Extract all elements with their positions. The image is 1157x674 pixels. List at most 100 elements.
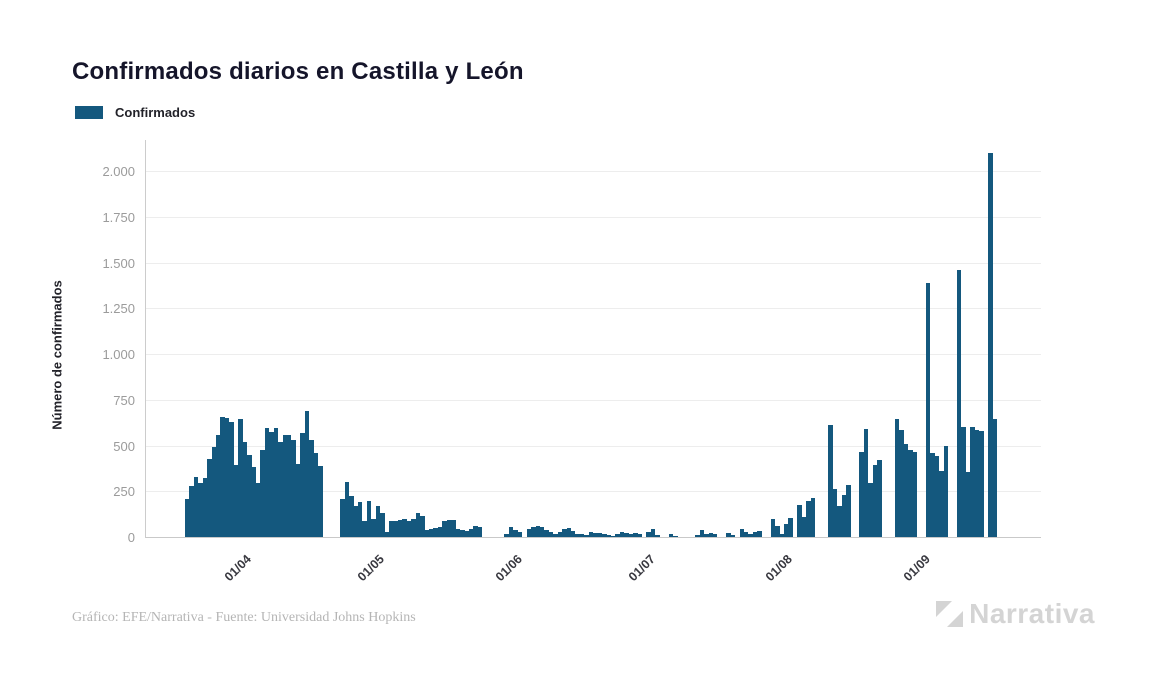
bar — [651, 529, 655, 537]
y-tick-label: 0 — [127, 530, 135, 545]
bar — [380, 513, 385, 537]
bar — [212, 447, 216, 537]
gridline — [146, 354, 1041, 355]
bar — [203, 478, 207, 537]
bar — [935, 456, 939, 537]
bar — [385, 532, 389, 537]
bar — [957, 270, 961, 537]
bar — [740, 529, 744, 537]
bar — [731, 535, 735, 537]
gridline — [146, 262, 1041, 264]
bar — [784, 524, 788, 537]
bar — [584, 535, 589, 537]
bar — [993, 419, 997, 537]
bar — [607, 535, 611, 537]
bar — [615, 534, 620, 537]
bar — [868, 483, 873, 537]
bar — [788, 518, 793, 537]
x-tick-label: 01/08 — [763, 552, 796, 585]
bar — [394, 521, 398, 537]
source-credit: Gráfico: EFE/Narrativa - Fuente: Univers… — [72, 610, 416, 625]
gridline — [146, 308, 1041, 310]
bar — [518, 532, 522, 537]
bar — [744, 532, 748, 537]
bar — [567, 528, 571, 537]
bar — [442, 521, 447, 537]
bar — [575, 534, 580, 537]
gridline — [146, 171, 1041, 172]
bar — [988, 153, 993, 537]
bar — [225, 418, 229, 537]
bar — [269, 432, 274, 537]
bar — [842, 495, 846, 537]
bar — [726, 533, 731, 537]
bar — [473, 526, 478, 537]
bar — [416, 513, 420, 537]
page-title: Confirmados diarios en Castilla y León — [72, 58, 524, 86]
bar — [234, 465, 238, 537]
y-tick-label: 750 — [113, 392, 135, 408]
bar — [536, 526, 540, 537]
y-tick-label: 2.000 — [102, 164, 135, 179]
bar — [229, 422, 234, 537]
bar — [398, 520, 402, 537]
bar — [753, 532, 757, 537]
bar — [700, 530, 704, 537]
bar — [376, 506, 380, 537]
bar — [904, 444, 908, 537]
legend-swatch — [75, 106, 103, 119]
bar — [775, 526, 780, 537]
chart-legend: Confirmados — [75, 105, 195, 120]
bar — [638, 534, 642, 537]
bar — [544, 530, 549, 537]
bar — [598, 533, 602, 537]
bar — [846, 485, 851, 537]
bar — [278, 442, 283, 537]
bar — [349, 496, 354, 537]
bar — [287, 435, 291, 537]
bar — [549, 532, 553, 537]
bar — [580, 534, 584, 537]
bar — [961, 427, 966, 537]
bar — [748, 534, 753, 537]
bar — [513, 530, 518, 537]
bar — [624, 533, 629, 537]
bar — [913, 452, 917, 537]
bar — [509, 527, 513, 537]
bar — [859, 452, 864, 537]
bar — [291, 440, 296, 537]
bar — [611, 536, 615, 537]
bar — [296, 464, 300, 537]
bar — [877, 460, 882, 537]
bar — [811, 498, 815, 537]
bar — [433, 528, 438, 537]
bar — [704, 534, 709, 537]
bar — [620, 532, 624, 537]
bar — [256, 483, 260, 537]
bar — [527, 529, 531, 537]
x-tick-label: 01/05 — [354, 552, 387, 585]
bar — [629, 534, 633, 537]
bar — [966, 472, 970, 537]
bar — [189, 486, 194, 537]
bar — [895, 419, 899, 537]
bar — [531, 527, 536, 537]
bar — [633, 533, 638, 537]
bar — [318, 466, 323, 537]
bar — [389, 521, 394, 537]
bar — [185, 499, 189, 537]
bar — [411, 519, 416, 537]
bar — [864, 429, 868, 537]
bar — [553, 534, 558, 537]
x-tick-label: 01/09 — [900, 552, 933, 585]
bar — [345, 482, 349, 537]
bar — [407, 521, 411, 537]
bar — [283, 435, 287, 537]
bar — [402, 519, 407, 537]
bar — [447, 520, 451, 537]
bar — [979, 431, 984, 537]
x-tick-label: 01/06 — [492, 552, 525, 585]
bar — [504, 534, 509, 537]
bar — [975, 430, 979, 537]
